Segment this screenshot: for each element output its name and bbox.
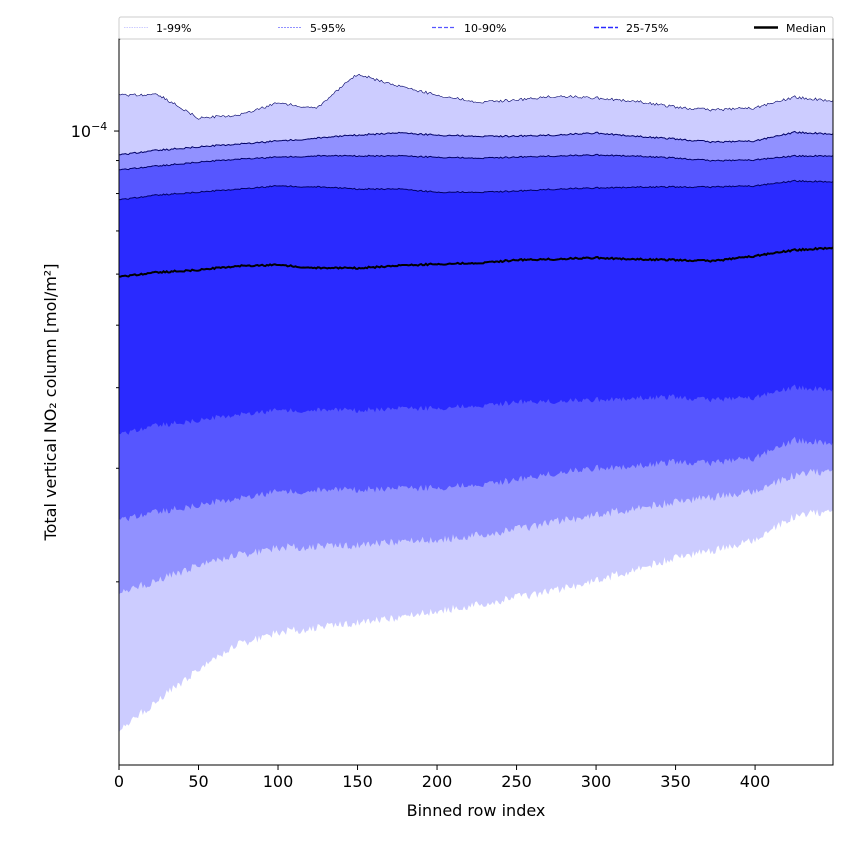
x-tick-label: 50 — [188, 772, 208, 791]
y-axis-label: Total vertical NO₂ column [mol/m²] — [41, 264, 60, 542]
upper-boundary-p90 — [118, 153, 834, 171]
bands-layer — [119, 74, 833, 733]
boundary-lines-layer — [118, 73, 834, 278]
legend-label: 1-99% — [156, 22, 191, 35]
x-tick-label: 300 — [581, 772, 612, 791]
y-axis: 10−4 — [71, 120, 119, 583]
legend-label: 10-90% — [464, 22, 506, 35]
x-tick-label: 150 — [342, 772, 373, 791]
x-tick-label: 200 — [422, 772, 453, 791]
legend-item-10-90: 10-90% — [432, 22, 506, 35]
legend-item-Median: Median — [754, 22, 826, 35]
y-tick-label: 10−4 — [71, 120, 108, 141]
x-tick-label: 350 — [660, 772, 691, 791]
x-axis: 0 50 100 150 200 250 300 350 400 — [114, 765, 770, 791]
legend-label: 5-95% — [310, 22, 345, 35]
legend-item-1-99: 1-99% — [124, 22, 191, 35]
legend-frame — [118, 16, 834, 40]
upper-boundary-p75 — [118, 179, 834, 201]
legend-label: 25-75% — [626, 22, 668, 35]
legend-label: Median — [786, 22, 826, 35]
upper-boundary-p95 — [118, 130, 834, 156]
x-tick-label: 250 — [501, 772, 532, 791]
x-axis-label: Binned row index — [407, 801, 546, 820]
legend: 1-99% 5-95% 10-90% 25-75% Median — [118, 16, 834, 40]
x-tick-label: 100 — [263, 772, 294, 791]
median-line — [118, 246, 834, 278]
x-tick-label: 0 — [114, 772, 124, 791]
x-tick-label: 400 — [740, 772, 771, 791]
band-25-to-75 — [119, 180, 833, 435]
y-tick-label-base: 10 — [71, 122, 91, 141]
legend-item-25-75: 25-75% — [594, 22, 668, 35]
y-tick-label-exponent: −4 — [91, 120, 107, 133]
legend-item-5-95: 5-95% — [278, 22, 345, 35]
upper-boundary-p99 — [118, 73, 834, 120]
